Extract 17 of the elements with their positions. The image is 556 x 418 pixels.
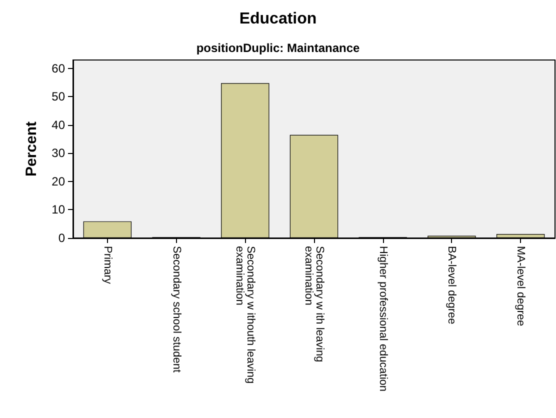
x-tick-label: BA-level degree [446, 246, 458, 324]
chart-title: Education [239, 10, 317, 28]
y-tick-label: 30 [52, 146, 66, 160]
y-tick-label: 40 [52, 118, 66, 132]
x-tick-label: Secondary w ith leaving examination [302, 246, 326, 366]
chart-subtitle: positionDuplic: Maintanance [196, 41, 360, 55]
y-tick-label: 20 [52, 174, 66, 188]
x-tick-label: Secondary w ithouth leaving examination [234, 246, 257, 387]
x-tick-label: Secondary school student [170, 246, 182, 373]
y-tick-label: 50 [52, 90, 66, 104]
x-tick-label: Primary [101, 246, 114, 284]
y-tick-label: 10 [52, 202, 66, 217]
y-axis-title: Percent [23, 121, 40, 177]
y-tick-label: 60 [52, 61, 66, 76]
x-tick-label: Higher professional education [376, 246, 389, 392]
y-tick-label: 0 [58, 231, 66, 245]
x-tick-label: MA-level degree [514, 246, 527, 326]
